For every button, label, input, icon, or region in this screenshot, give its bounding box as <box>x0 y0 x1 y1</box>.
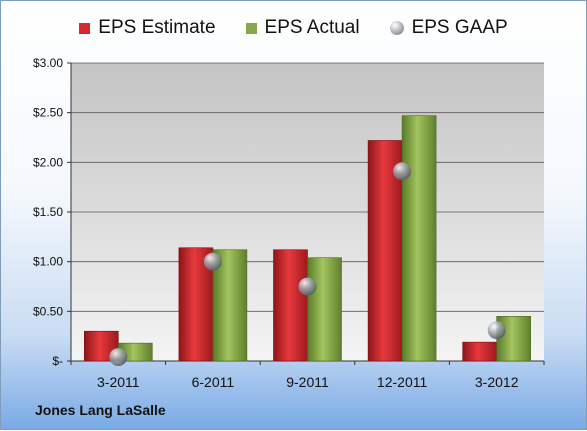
bar-eps-actual <box>307 257 342 362</box>
bar-eps-actual <box>401 115 437 362</box>
legend-swatch-actual <box>245 22 257 34</box>
bar-eps-estimate <box>273 249 308 362</box>
point-eps-gaap <box>109 348 128 367</box>
point-eps-gaap <box>298 277 317 296</box>
company-name: Jones Lang LaSalle <box>35 402 166 418</box>
x-tick-label: 9-2011 <box>286 374 329 390</box>
point-eps-gaap <box>393 162 412 181</box>
y-tick-label: $2.00 <box>33 155 63 169</box>
legend-swatch-gaap <box>389 21 404 35</box>
x-tick-label: 6-2011 <box>192 374 235 390</box>
point-eps-gaap <box>487 321 506 340</box>
y-tick-label: $- <box>52 354 63 368</box>
x-tick-label: 3-2012 <box>475 374 519 390</box>
y-tick-label: $3.00 <box>33 56 63 70</box>
point-eps-gaap <box>203 252 222 271</box>
legend-swatch-estimate <box>79 22 91 34</box>
legend-label-estimate: EPS Estimate <box>98 17 216 38</box>
legend: EPS Estimate EPS Actual EPS GAAP <box>1 17 586 39</box>
legend-label-gaap: EPS GAAP <box>411 17 508 38</box>
y-tick-label: $0.50 <box>33 304 63 318</box>
y-tick-label: $1.00 <box>33 255 63 269</box>
y-tick-label: $1.50 <box>33 205 63 219</box>
x-tick-label: 3-2011 <box>97 374 140 390</box>
legend-item-estimate: EPS Estimate <box>79 17 216 39</box>
x-tick-label: 12-2011 <box>377 374 428 390</box>
bar-eps-estimate <box>84 330 119 362</box>
bar-eps-estimate <box>462 341 498 362</box>
legend-label-actual: EPS Actual <box>264 17 360 38</box>
legend-item-actual: EPS Actual <box>245 17 360 39</box>
legend-item-gaap: EPS GAAP <box>389 17 508 39</box>
y-tick-label: $2.50 <box>33 106 63 120</box>
